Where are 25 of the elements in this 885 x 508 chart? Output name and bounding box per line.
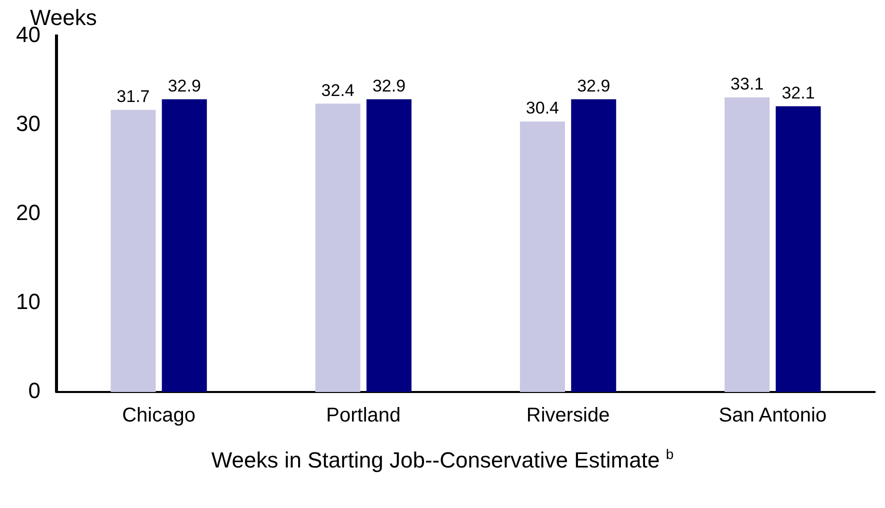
y-tick-label: 0 <box>28 378 40 404</box>
bar <box>315 104 360 392</box>
bar <box>110 110 156 392</box>
data-label: 32.9 <box>577 76 610 96</box>
bar <box>366 99 412 392</box>
data-label: 32.9 <box>372 76 406 96</box>
bar <box>520 121 565 392</box>
x-tick-label: Chicago <box>122 404 196 427</box>
data-label: 32.9 <box>168 76 201 96</box>
data-label: 30.4 <box>526 98 560 118</box>
data-label: 31.7 <box>116 87 150 106</box>
y-tick-label: 10 <box>16 289 40 314</box>
bar <box>571 99 616 392</box>
bar <box>724 97 770 392</box>
data-label: 32.4 <box>321 80 354 100</box>
y-tick-label: 30 <box>16 111 40 136</box>
x-tick-label: Riverside <box>526 404 610 427</box>
x-axis-title: Weeks in Starting Job--Conservative Estimate $^{b}$ <box>210 446 675 474</box>
x-tick-label: Portland <box>326 404 401 427</box>
data-label: 33.1 <box>730 74 764 94</box>
data-label: 32.1 <box>782 83 815 102</box>
x-tick-label: San Antonio <box>718 404 827 427</box>
bar <box>162 99 207 392</box>
y-tick-label: 20 <box>16 200 40 226</box>
bar <box>776 106 821 392</box>
